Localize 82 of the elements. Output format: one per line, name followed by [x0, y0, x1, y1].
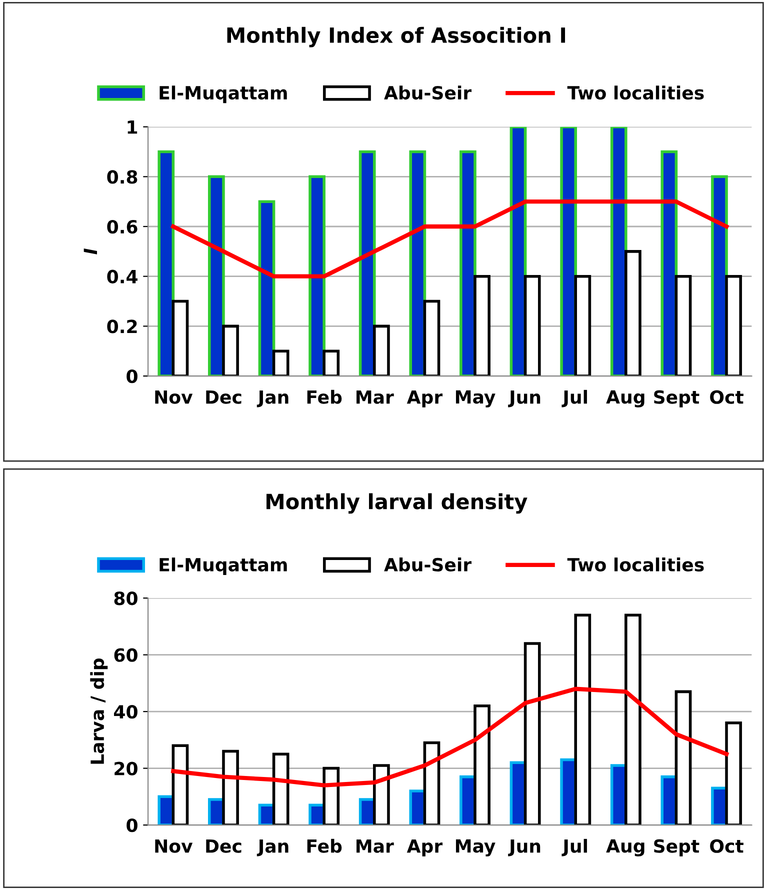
bar — [560, 126, 577, 376]
y-axis-title: Larva / dip — [90, 658, 108, 764]
line-series — [171, 686, 729, 788]
x-tick-label: Sept — [654, 839, 700, 856]
bar — [322, 350, 340, 376]
x-tick-label: May — [456, 839, 496, 856]
x-tick-label: Jul — [562, 838, 587, 856]
bar — [222, 750, 239, 826]
bar — [624, 250, 642, 376]
x-tick-label: Apr — [406, 839, 443, 856]
bar — [172, 300, 189, 376]
x-tick-label: Sept — [654, 390, 700, 408]
bar — [574, 614, 592, 826]
chart-title: Monthly larval density — [266, 493, 528, 514]
bar — [258, 200, 276, 376]
legend-label: Abu-Seir — [384, 86, 472, 100]
bar — [272, 350, 290, 376]
bar — [460, 150, 476, 376]
y-tick-label: 0.8 — [107, 170, 138, 184]
x-tick-label: Aug — [606, 390, 644, 408]
bar — [373, 764, 390, 826]
x-tick-label: Jul — [562, 390, 587, 408]
x-tick-label: May — [456, 390, 496, 408]
chart-title: Monthly Index of Assocition I — [227, 26, 566, 48]
bar — [674, 274, 692, 376]
x-tick-label: Aug — [606, 839, 644, 856]
y-tick-label: 0.2 — [107, 320, 137, 334]
bar — [674, 690, 692, 826]
bar — [610, 126, 628, 376]
x-tick-label: Jan — [256, 839, 288, 856]
bar — [222, 324, 239, 376]
bar — [423, 300, 440, 376]
y-tick-label: 0.6 — [107, 220, 138, 234]
bar — [272, 752, 290, 826]
x-tick-label: Apr — [406, 390, 443, 408]
legend-label: Abu-Seir — [384, 558, 472, 572]
bar — [725, 722, 742, 826]
bar — [322, 766, 340, 826]
legend-label: Two localities — [567, 558, 704, 572]
line-series — [171, 200, 729, 278]
x-tick-label: Oct — [710, 390, 744, 404]
bar — [474, 274, 490, 376]
bar — [208, 175, 225, 376]
x-tick-label: Jun — [508, 839, 540, 856]
bar — [574, 274, 592, 376]
x-tick-label: Nov — [155, 839, 193, 853]
y-tick-label: 0 — [126, 818, 138, 832]
bar — [172, 744, 189, 826]
bar — [510, 126, 527, 376]
x-tick-label: Mar — [356, 839, 394, 853]
x-tick-label: Dec — [206, 390, 242, 404]
legend-label: Two localities — [567, 86, 704, 100]
bar — [725, 274, 742, 376]
x-tick-label: Oct — [710, 839, 744, 853]
x-tick-label: Dec — [206, 839, 242, 853]
y-tick-label: 0 — [126, 369, 138, 384]
y-tick-label: 40 — [114, 705, 138, 719]
bar — [624, 614, 642, 826]
bar — [524, 642, 541, 826]
bar — [524, 274, 541, 376]
x-tick-label: Feb — [307, 390, 342, 404]
x-tick-label: Feb — [307, 838, 342, 853]
y-tick-label: 20 — [114, 762, 138, 776]
y-tick-label: 1 — [128, 120, 138, 134]
bar — [373, 324, 390, 376]
y-tick-label: 0.4 — [107, 270, 138, 284]
y-tick-label: 60 — [114, 648, 138, 662]
x-tick-label: Jun — [508, 390, 540, 408]
bar — [358, 150, 376, 376]
bar — [660, 150, 678, 376]
y-tick-label: 80 — [114, 592, 138, 606]
legend-label: El-Muqattam — [160, 558, 287, 576]
bar — [474, 704, 490, 826]
x-tick-label: Nov — [155, 390, 193, 404]
y-axis-title: I — [84, 248, 98, 254]
bar — [158, 150, 175, 376]
x-tick-label: Mar — [356, 390, 394, 404]
bar — [409, 150, 426, 376]
x-tick-label: Jan — [256, 390, 288, 408]
bar — [308, 175, 326, 376]
legend-label: El-Muqattam — [160, 86, 287, 104]
bar — [423, 741, 440, 826]
